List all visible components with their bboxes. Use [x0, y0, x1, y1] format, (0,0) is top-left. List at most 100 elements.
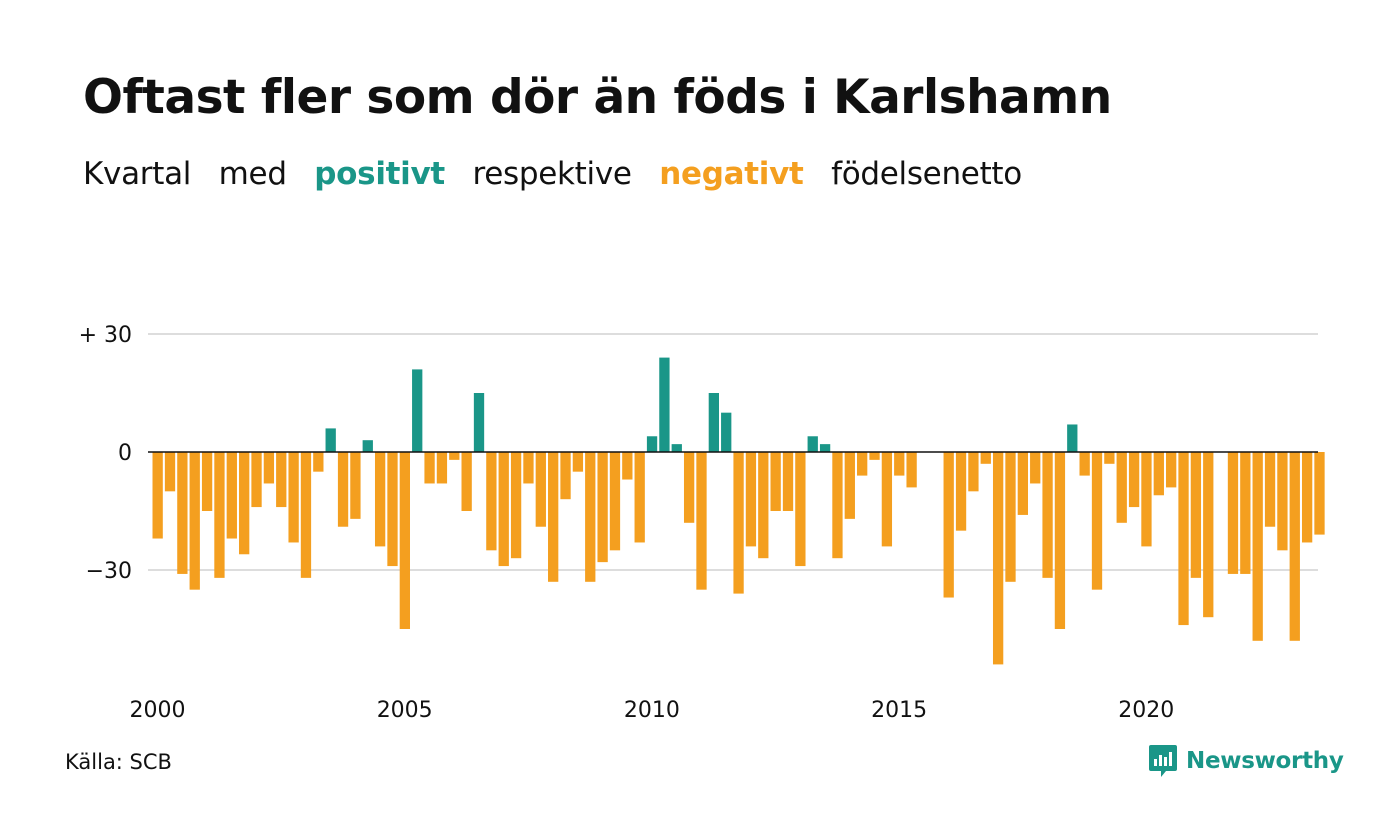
bar-2014Q3 [869, 452, 880, 460]
subtitle-text-1: Kvartal [83, 156, 192, 192]
bar-2009Q2 [609, 452, 621, 551]
bar-2001Q4 [239, 452, 250, 555]
bar-2004Q3 [374, 452, 386, 547]
bar-2007Q4 [535, 452, 546, 527]
bar-2020Q1 [1141, 452, 1152, 547]
bar-2005Q1 [399, 452, 410, 629]
bar-2013Q2 [807, 436, 818, 452]
bar-2018Q4 [1079, 452, 1090, 476]
bar-2015Q2 [906, 452, 917, 488]
bar-2021Q2 [1203, 452, 1214, 618]
subtitle-text-4: födelsenetto [831, 156, 1022, 192]
newsworthy-logo-icon [1149, 745, 1177, 777]
bar-2010Q1 [646, 436, 658, 452]
bar-2003Q1 [300, 452, 312, 578]
bar-2006Q4 [486, 452, 497, 551]
chart-title: Oftast fler som dör än föds i Karlshamn [83, 70, 1112, 125]
bar-2012Q2 [758, 452, 769, 559]
bar-2000Q4 [189, 452, 200, 590]
bar-2012Q1 [745, 452, 757, 547]
bar-2001Q3 [226, 452, 237, 539]
bar-2018Q2 [1054, 452, 1066, 629]
bar-2008Q4 [585, 452, 596, 582]
bar-2013Q3 [819, 444, 831, 452]
subtitle-negative: negativt [659, 156, 804, 192]
bar-2021Q4 [1227, 452, 1239, 574]
bar-2020Q3 [1166, 452, 1177, 488]
bar-2012Q3 [770, 452, 781, 511]
bar-2005Q4 [436, 452, 448, 484]
brand-name: Newsworthy [1186, 748, 1344, 774]
bar-2023Q1 [1289, 452, 1300, 641]
bar-2019Q2 [1104, 452, 1115, 464]
bar-2013Q4 [832, 452, 843, 559]
y-tick-label: 0 [118, 441, 132, 466]
chart-subtitle: Kvartal med positivt respektive negativt… [83, 156, 1040, 192]
bar-2011Q3 [721, 412, 732, 452]
bar-2016Q1 [943, 452, 954, 598]
bar-2018Q1 [1042, 452, 1053, 578]
bar-2011Q1 [696, 452, 707, 590]
bar-2022Q2 [1252, 452, 1263, 641]
bar-2016Q4 [980, 452, 991, 464]
bar-2001Q2 [214, 452, 225, 578]
x-tick-label: 2000 [130, 698, 186, 723]
bar-2002Q1 [251, 452, 262, 508]
bar-2015Q1 [894, 452, 905, 476]
source-note: Källa: SCB [65, 750, 172, 774]
bar-2011Q2 [708, 393, 719, 452]
bar-2001Q1 [201, 452, 213, 511]
bar-2007Q1 [498, 452, 509, 567]
subtitle-positive: positivt [314, 156, 445, 192]
bar-2005Q3 [424, 452, 435, 484]
bar-2000Q3 [177, 452, 188, 574]
bar-2010Q4 [683, 452, 695, 523]
bar-2002Q2 [263, 452, 275, 484]
subtitle-text-2: med [218, 156, 287, 192]
bar-2013Q1 [795, 452, 806, 567]
y-tick-label: −30 [86, 559, 132, 584]
subtitle-text-3: respektive [472, 156, 632, 192]
bar-2004Q1 [350, 452, 361, 519]
brand-logo: Newsworthy [1148, 744, 1344, 778]
x-tick-label: 2010 [624, 698, 680, 723]
bar-2006Q1 [449, 452, 460, 460]
x-tick-label: 2020 [1118, 698, 1174, 723]
x-tick-label: 2005 [377, 698, 433, 723]
bar-2020Q2 [1153, 452, 1164, 496]
bar-2019Q4 [1128, 452, 1140, 508]
bar-2002Q3 [276, 452, 287, 508]
bar-2023Q2 [1301, 452, 1313, 543]
bar-2017Q1 [992, 452, 1004, 665]
bar-2004Q2 [362, 440, 373, 452]
bar-2010Q3 [671, 444, 682, 452]
bar-2016Q3 [968, 452, 979, 492]
y-tick-label: + 30 [79, 323, 132, 348]
bar-2004Q4 [387, 452, 398, 567]
bar-2020Q4 [1178, 452, 1189, 626]
bar-2017Q2 [1005, 452, 1016, 582]
bar-2021Q1 [1190, 452, 1202, 578]
bar-2017Q3 [1017, 452, 1028, 515]
bar-2000Q2 [164, 452, 176, 492]
bar-2008Q2 [560, 452, 571, 500]
bar-2019Q3 [1116, 452, 1127, 523]
bar-2022Q1 [1240, 452, 1251, 574]
bar-2018Q3 [1067, 424, 1078, 452]
bar-2022Q3 [1264, 452, 1276, 527]
bar-2019Q1 [1091, 452, 1103, 590]
bar-2014Q1 [844, 452, 855, 519]
bar-2023Q3 [1314, 452, 1325, 535]
bar-2014Q2 [857, 452, 868, 476]
bar-2012Q4 [782, 452, 794, 511]
bar-2000Q1 [152, 452, 163, 539]
bar-2008Q1 [548, 452, 559, 582]
bar-2006Q2 [461, 452, 472, 511]
bar-2006Q3 [473, 393, 485, 452]
bar-2005Q2 [412, 369, 423, 452]
bar-2008Q3 [572, 452, 584, 472]
bar-2003Q3 [325, 428, 336, 452]
bar-2007Q3 [523, 452, 534, 484]
bar-2014Q4 [881, 452, 893, 547]
